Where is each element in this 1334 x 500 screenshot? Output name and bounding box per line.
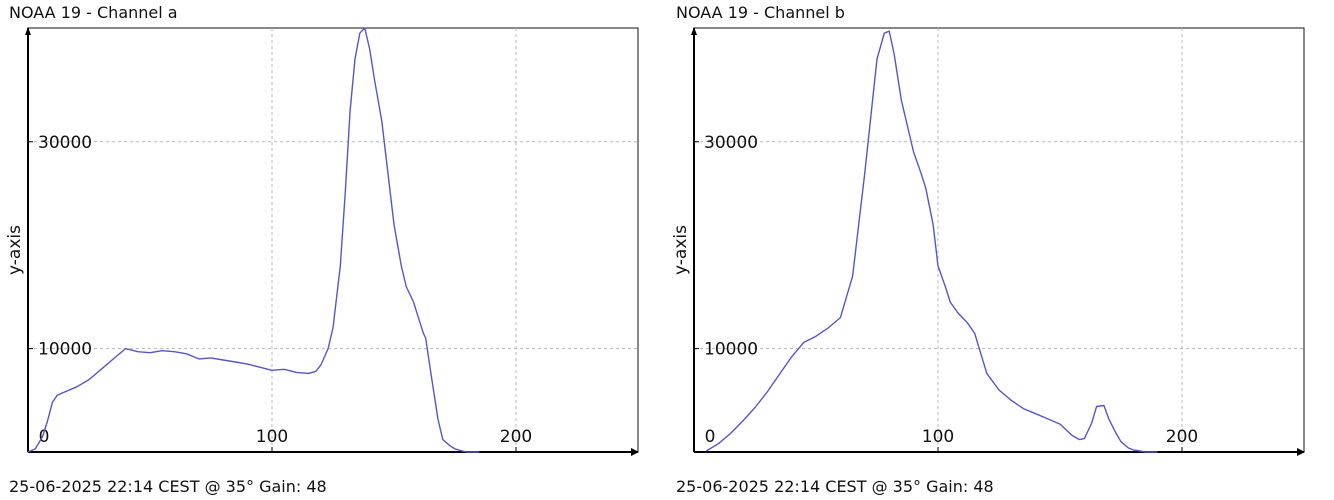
series-line: [27, 27, 480, 453]
y-tick-label: 30000: [38, 133, 92, 153]
chart-title: NOAA 19 - Channel a: [9, 3, 178, 22]
x-axis-arrow: [1297, 448, 1305, 456]
x-tick-label: 0: [705, 427, 716, 447]
y-axis-label: y-axis: [671, 225, 691, 275]
chart-title: NOAA 19 - Channel b: [676, 3, 845, 22]
y-axis-arrow: [25, 27, 31, 35]
plot-frame: [693, 27, 1305, 453]
chart-panel-b: NOAA 19 - Channel b 25-06-2025 22:14 CES…: [667, 0, 1334, 500]
x-tick-label: 200: [1166, 427, 1198, 447]
chart-footer: 25-06-2025 22:14 CEST @ 35° Gain: 48: [676, 477, 994, 496]
x-tick-label: 0: [39, 427, 50, 447]
series-line: [705, 30, 1158, 453]
y-tick-label: 10000: [38, 340, 92, 360]
y-tick-label: 30000: [704, 133, 758, 153]
y-axis-label: y-axis: [5, 225, 25, 275]
chart-panel-a: NOAA 19 - Channel a 25-06-2025 22:14 CES…: [5, 3, 639, 496]
plot-frame: [27, 27, 639, 453]
x-tick-label: 100: [256, 427, 288, 447]
y-tick-label: 10000: [704, 340, 758, 360]
x-tick-label: 100: [922, 427, 954, 447]
y-axis-arrow: [691, 27, 697, 35]
chart-plot: 0 100 200 10000 30000 y-axis: [671, 27, 1305, 456]
x-axis-arrow: [631, 448, 639, 456]
chart-plot: 0 100 200 10000 30000 y-axis: [5, 27, 639, 456]
chart-footer: 25-06-2025 22:14 CEST @ 35° Gain: 48: [9, 477, 327, 496]
x-tick-label: 200: [500, 427, 532, 447]
